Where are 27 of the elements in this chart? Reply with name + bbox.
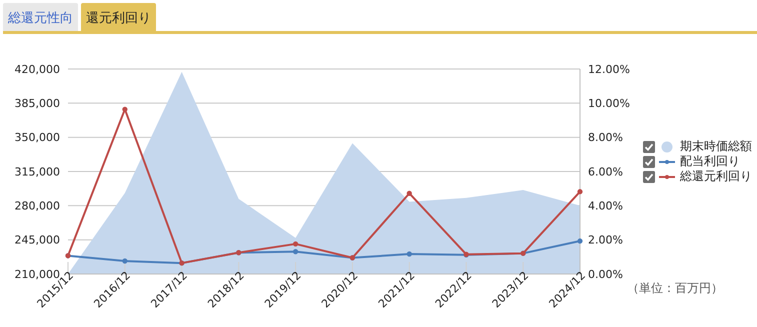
point [406,251,412,257]
y2-tick-label: 2.00% [588,234,623,247]
point [122,106,128,112]
y-tick-label: 245,000 [14,234,60,247]
point [292,249,298,254]
y2-tick-label: 4.00% [588,200,623,213]
y2-tick-label: 6.00% [588,165,623,178]
point [292,241,298,247]
legend-label: 総還元利回り [680,169,752,184]
point [577,238,583,244]
text: 総還元性向 [3,3,78,32]
y2-tick-label: 12.00% [588,62,630,76]
text: 還元利回り [81,3,156,32]
y-tick-label: 315,000 [14,165,60,178]
point [406,190,412,196]
text: （単位：百万円） [627,280,723,297]
y-tick-label: 385,000 [14,97,60,110]
y-tick-label: 280,000 [14,200,60,213]
y2-tick-label: 0.00% [588,268,623,281]
legend-label: 期末時価総額 [680,139,752,154]
point [577,189,583,194]
y2-tick-label: 8.00% [588,131,623,144]
point [122,258,128,264]
y2-tick-label: 10.00% [588,97,630,110]
y-tick-label: 350,000 [14,131,60,144]
y-tick-label: 420,000 [14,62,60,76]
legend-label: 配当利回り [680,154,740,169]
